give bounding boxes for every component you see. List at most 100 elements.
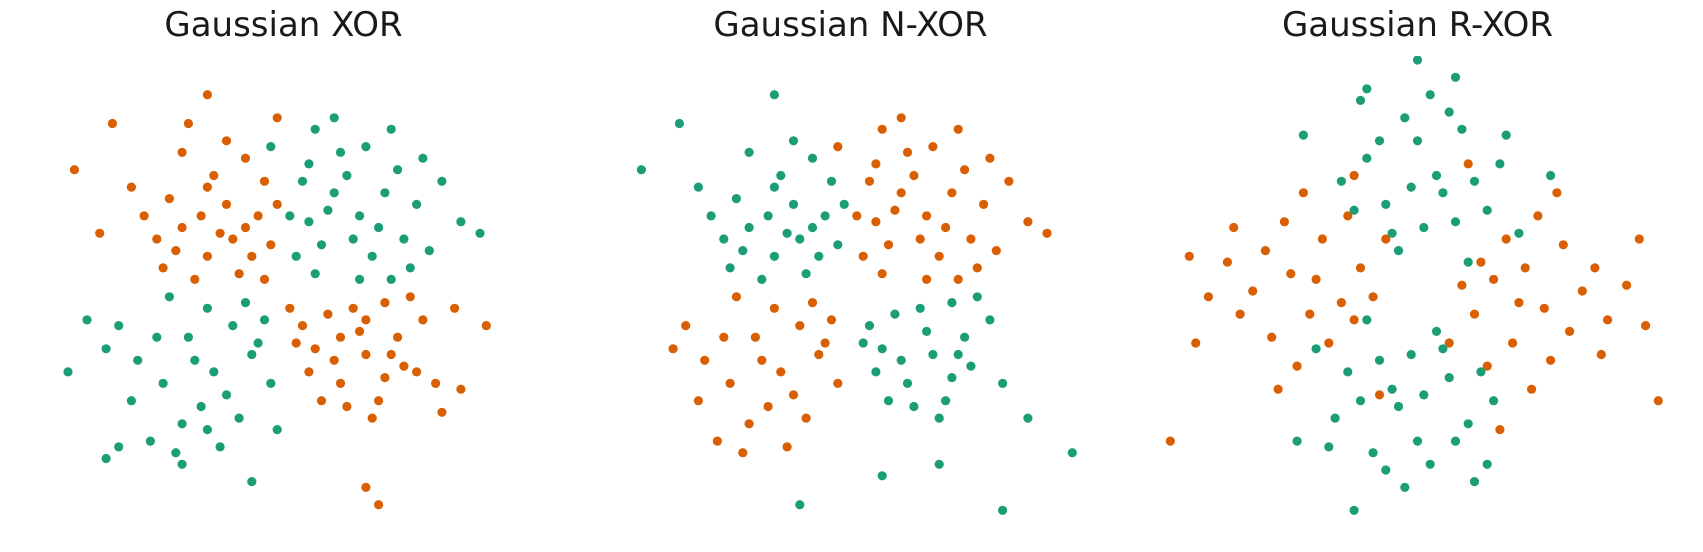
data-point [744,419,754,429]
data-point [158,263,168,273]
data-point [1634,234,1644,244]
data-point [272,113,282,123]
data-point [1393,246,1404,256]
data-point [1546,170,1556,181]
data-point [228,321,238,331]
data-point [769,251,779,261]
data-point [209,367,219,377]
data-point [418,153,428,163]
data-point [297,321,308,331]
data-point [738,246,748,256]
data-point [1374,355,1385,365]
data-point [1533,211,1543,221]
data-point [833,378,843,388]
data-point [1311,344,1321,354]
data-point [1362,315,1372,325]
data-point [240,298,251,308]
data-point [1596,349,1606,360]
data-point [947,188,957,198]
data-point [1552,188,1562,198]
data-point [329,188,339,198]
data-point [1355,263,1366,273]
data-point [674,118,684,129]
data-point [1476,257,1486,267]
data-point [1349,170,1359,181]
data-point [247,251,257,261]
data-point [1431,170,1442,181]
data-point [456,217,466,227]
data-point [215,442,225,452]
data-point [177,147,187,157]
data-point [1349,315,1359,325]
data-point [985,153,995,163]
data-point [1412,436,1423,446]
data-point [782,442,792,452]
data-point [266,142,276,152]
data-point [858,338,868,348]
data-point [960,165,970,175]
data-point [1406,349,1416,360]
data-point [871,217,881,227]
data-point [101,344,111,354]
data-point [668,344,678,354]
data-point [399,234,409,244]
data-point [1438,344,1448,354]
data-point [228,234,238,244]
data-point [1489,396,1499,406]
data-point [1501,130,1511,140]
data-point [915,234,925,244]
data-point [240,222,251,233]
data-point [833,240,843,250]
data-point [814,251,824,261]
data-point [979,199,989,209]
data-point [1457,124,1467,134]
data-point [896,113,906,123]
data-point [883,396,894,406]
data-point [202,425,212,435]
panel-gaussian-n-xor: Gaussian N-XOR [567,0,1134,552]
data-point [114,321,124,331]
data-point [953,124,963,134]
data-point [1520,263,1530,273]
data-point [1229,222,1239,233]
data-point [1042,228,1052,238]
data-point [1235,309,1245,319]
data-point [1558,240,1568,250]
data-point [922,326,932,336]
data-point [1400,113,1410,123]
data-point [922,274,932,284]
data-point [947,298,957,308]
data-point [1622,280,1632,290]
data-point [1273,384,1283,394]
data-point [374,396,384,406]
data-point [412,367,422,377]
data-point [833,142,843,152]
data-point [456,384,466,394]
data-point [896,188,906,198]
data-point [361,482,371,492]
data-point [335,332,346,342]
data-point [1023,217,1033,227]
data-point [871,367,881,377]
data-point [114,442,124,452]
data-point [431,378,441,388]
data-point [1463,159,1473,169]
data-point [782,228,792,238]
data-point [323,205,333,215]
data-point [272,425,282,435]
data-point [1450,72,1461,82]
data-point [202,90,212,100]
data-point [864,321,875,331]
data-point [769,182,779,192]
data-point [953,274,963,284]
data-point [1444,373,1454,383]
data-point [361,142,371,152]
data-point [1495,425,1505,435]
data-point [1381,199,1391,209]
data-point [101,453,111,464]
data-point [266,378,276,388]
data-point [1412,136,1423,146]
data-point [928,142,938,152]
data-point [1355,396,1366,406]
